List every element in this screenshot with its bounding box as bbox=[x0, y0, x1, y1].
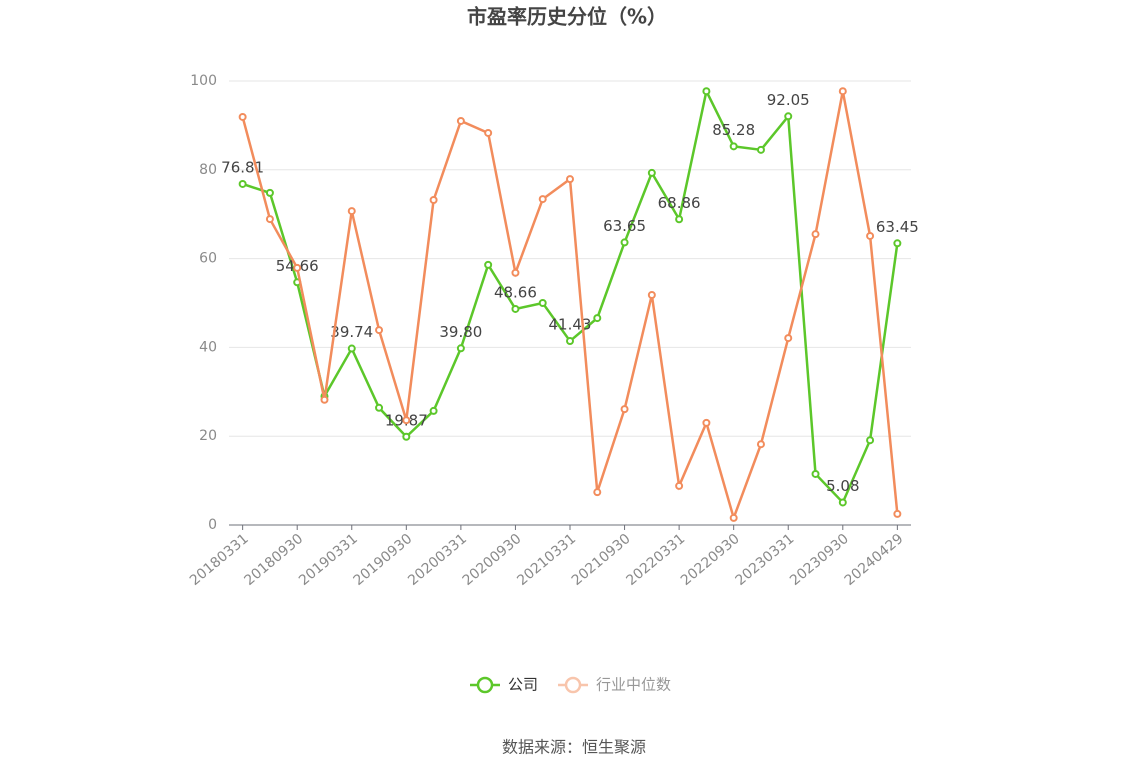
data-label: 5.08 bbox=[826, 477, 859, 495]
data-label: 76.81 bbox=[221, 158, 264, 176]
data-point bbox=[784, 112, 793, 121]
data-point bbox=[893, 239, 902, 248]
data-point bbox=[675, 481, 684, 490]
data-point bbox=[293, 263, 302, 272]
series-line bbox=[241, 90, 899, 522]
data-point bbox=[675, 215, 684, 224]
data-label: 41.43 bbox=[549, 316, 592, 334]
legend-label: 行业中位数 bbox=[596, 676, 671, 694]
data-point bbox=[866, 436, 875, 445]
data-point bbox=[756, 145, 765, 154]
x-tick-label: 20210930 bbox=[569, 531, 634, 589]
data-point bbox=[320, 395, 329, 404]
data-point bbox=[756, 440, 765, 449]
data-label: 92.05 bbox=[767, 91, 810, 109]
data-point bbox=[456, 116, 465, 125]
data-point bbox=[702, 418, 711, 427]
data-point bbox=[838, 87, 847, 96]
data-label: 85.28 bbox=[712, 121, 755, 139]
x-tick-label: 20190331 bbox=[296, 531, 361, 589]
legend-item[interactable]: 公司 bbox=[470, 676, 538, 694]
source-note: 数据来源：恒生聚源 bbox=[502, 738, 646, 757]
data-point bbox=[729, 142, 738, 151]
y-tick-label: 0 bbox=[208, 517, 217, 533]
data-point bbox=[566, 175, 574, 184]
data-point bbox=[866, 231, 875, 240]
x-tick-label: 20230930 bbox=[787, 531, 852, 589]
x-tick-label: 20200930 bbox=[460, 531, 525, 589]
data-label: 39.80 bbox=[439, 323, 482, 341]
data-point bbox=[593, 488, 602, 497]
chart-title: 市盈率历史分位（%） bbox=[467, 5, 667, 29]
data-point bbox=[729, 513, 738, 522]
data-point bbox=[811, 230, 820, 239]
data-point bbox=[647, 168, 656, 177]
x-tick-label: 20180331 bbox=[187, 531, 252, 589]
y-tick-label: 60 bbox=[199, 251, 217, 267]
data-point bbox=[620, 405, 629, 414]
data-point bbox=[265, 188, 274, 197]
data-point bbox=[429, 406, 438, 415]
data-point bbox=[238, 179, 247, 188]
x-tick-label: 20240429 bbox=[842, 531, 907, 589]
data-point bbox=[375, 403, 384, 412]
data-label: 48.66 bbox=[494, 283, 537, 301]
data-point bbox=[484, 260, 493, 269]
legend-marker bbox=[476, 676, 494, 694]
data-point bbox=[538, 299, 547, 307]
y-tick-label: 20 bbox=[199, 428, 217, 444]
x-tick-label: 20180930 bbox=[241, 531, 306, 589]
data-point bbox=[402, 416, 411, 425]
x-tick-label: 20220331 bbox=[623, 531, 688, 589]
data-point bbox=[702, 87, 711, 96]
data-point bbox=[238, 112, 247, 121]
data-point bbox=[511, 304, 520, 313]
y-tick-label: 80 bbox=[199, 162, 217, 178]
data-point bbox=[620, 238, 629, 247]
y-tick-label: 40 bbox=[199, 339, 217, 355]
legend-marker bbox=[564, 676, 582, 694]
x-tick-label: 20200331 bbox=[405, 531, 470, 589]
data-point bbox=[566, 337, 574, 346]
data-label: 39.74 bbox=[330, 323, 373, 341]
data-label: 68.86 bbox=[658, 194, 701, 212]
data-point bbox=[402, 432, 411, 441]
data-point bbox=[484, 128, 493, 137]
data-point bbox=[347, 207, 356, 216]
data-point bbox=[838, 498, 847, 507]
data-point bbox=[811, 469, 820, 478]
data-label: 63.65 bbox=[603, 217, 646, 235]
data-point bbox=[456, 344, 465, 353]
data-point bbox=[893, 509, 902, 518]
legend-label: 公司 bbox=[508, 676, 538, 694]
data-point bbox=[375, 326, 384, 335]
data-point bbox=[347, 344, 356, 353]
x-tick-label: 20230331 bbox=[733, 531, 798, 589]
legend-item[interactable]: 行业中位数 bbox=[558, 676, 671, 694]
data-point bbox=[429, 195, 438, 204]
data-point bbox=[265, 215, 274, 224]
y-tick-label: 100 bbox=[190, 73, 217, 89]
x-tick-label: 20220930 bbox=[678, 531, 743, 589]
x-tick-label: 20210331 bbox=[514, 531, 579, 589]
data-label: 63.45 bbox=[876, 218, 919, 236]
data-point bbox=[511, 268, 520, 277]
data-point bbox=[538, 195, 547, 204]
data-point bbox=[647, 291, 656, 300]
data-point bbox=[784, 334, 793, 343]
data-point bbox=[593, 314, 602, 323]
x-tick-label: 20190930 bbox=[351, 531, 416, 589]
